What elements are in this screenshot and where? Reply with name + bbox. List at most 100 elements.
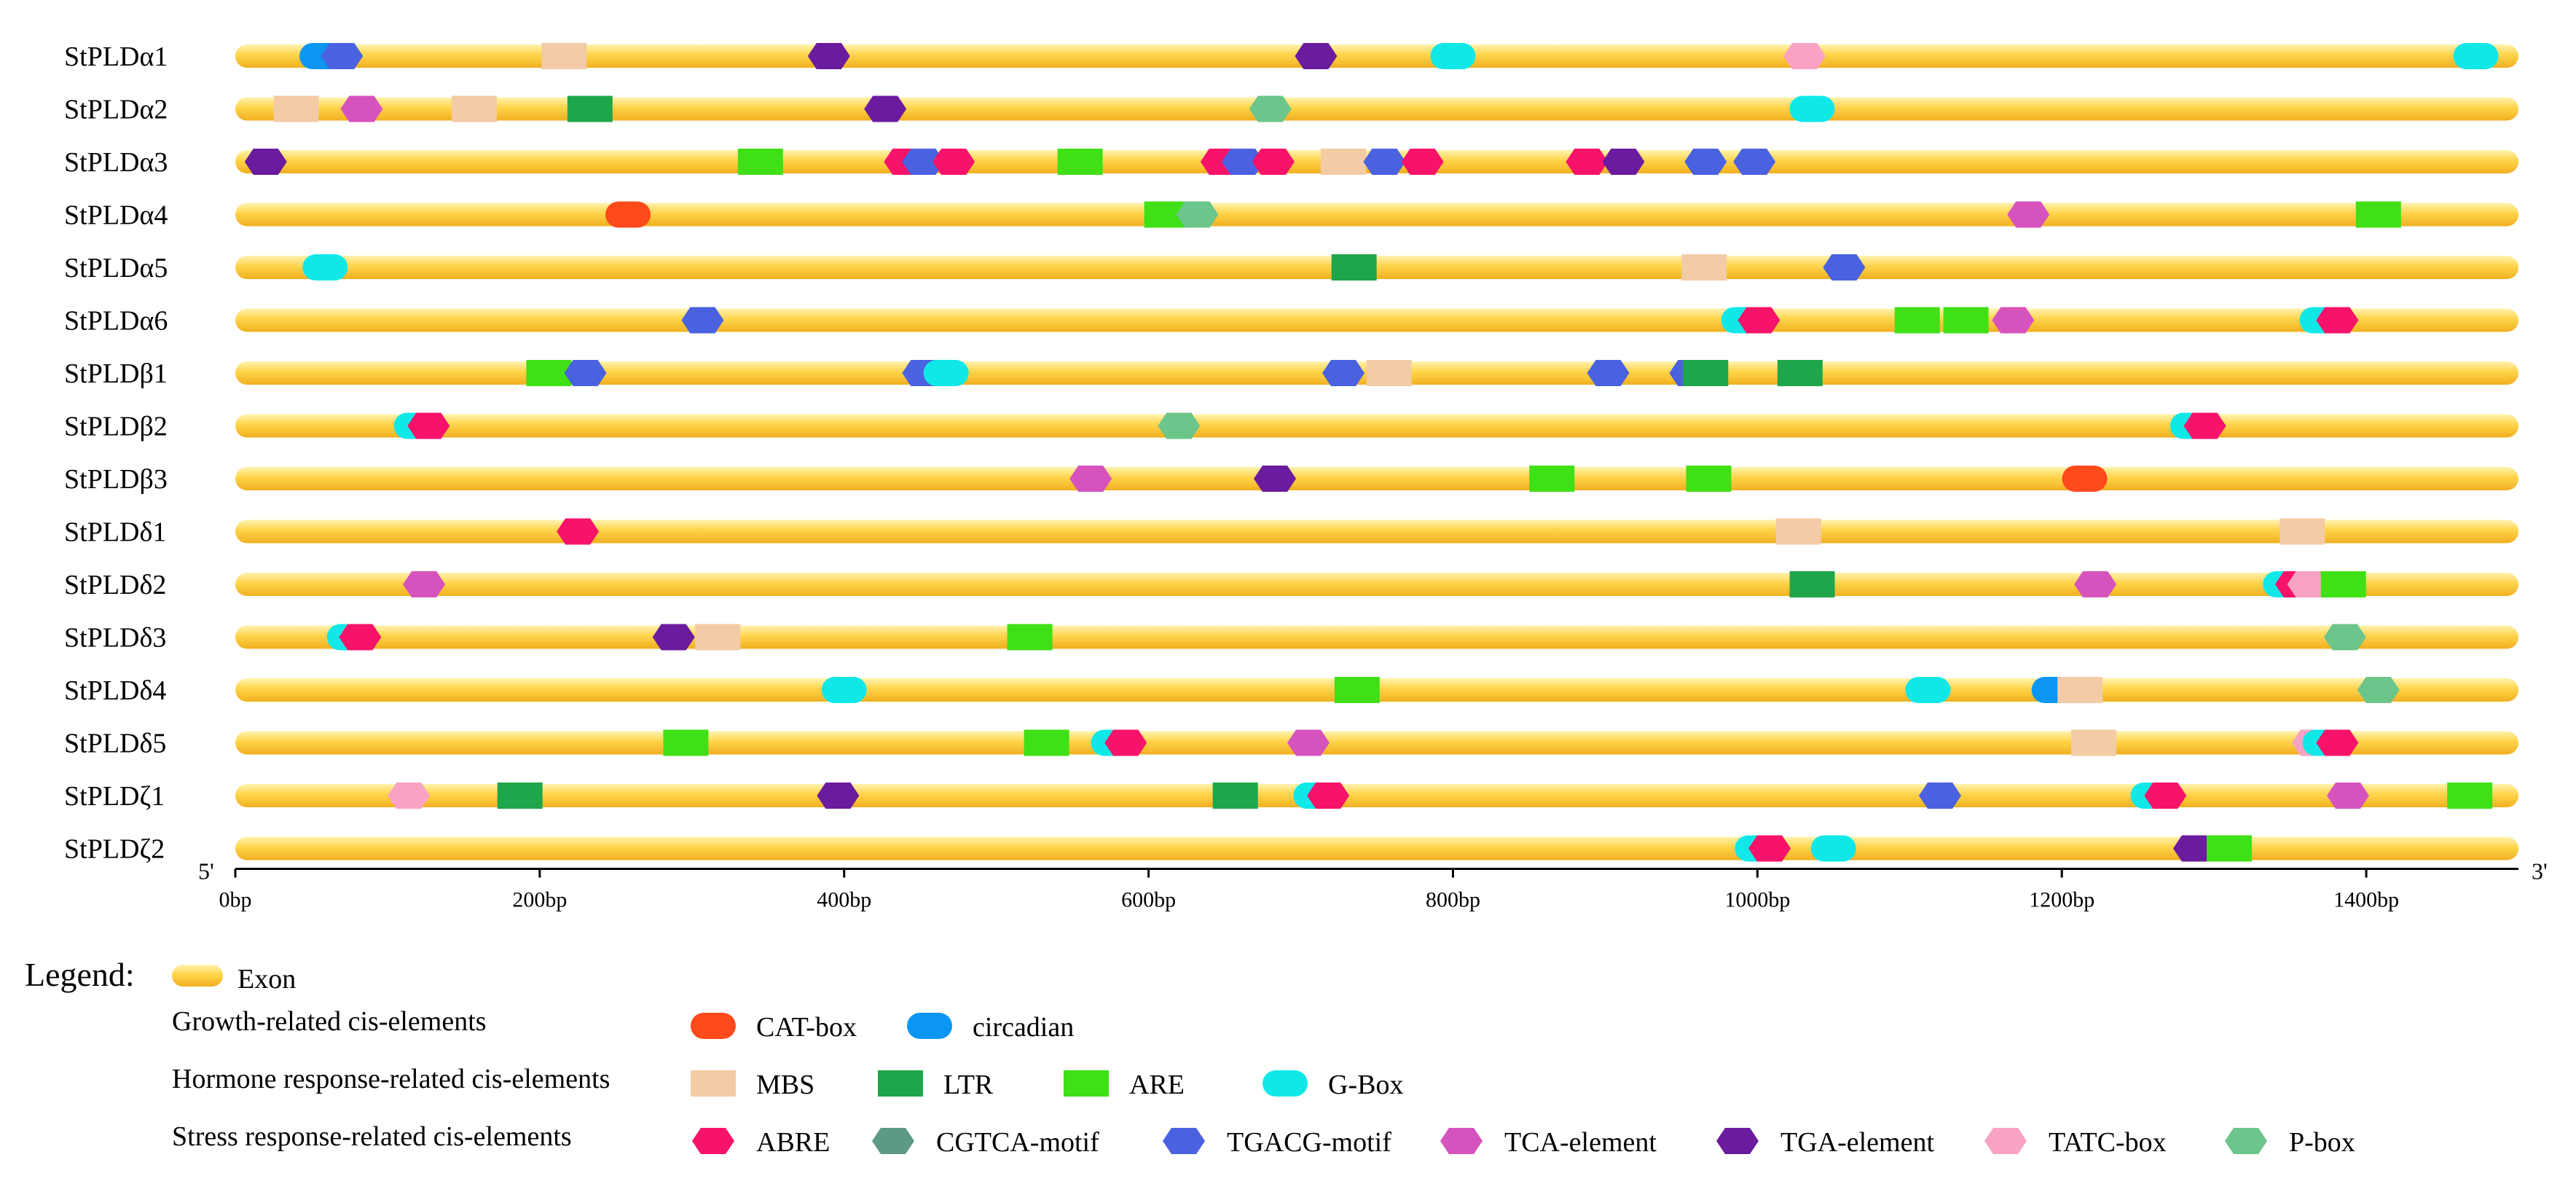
gene-label: StPLDα1 [64, 42, 168, 72]
gene-row: StPLDδ1 [64, 517, 2518, 548]
legend-tatc-box-swatch [1984, 1128, 2027, 1154]
exon-bar [235, 467, 2518, 490]
gene-label: StPLDδ1 [64, 517, 166, 548]
exon-bar [235, 519, 2518, 544]
gene-label: StPLDα2 [64, 95, 168, 125]
tgacg-motif-marker [1363, 149, 1406, 175]
exon-bar [235, 44, 2518, 68]
legend-exon-swatch [172, 965, 223, 987]
legend-group-label: Stress response-related cis-elements [172, 1121, 572, 1152]
tga-element-marker [807, 43, 850, 69]
mbs-marker [1775, 518, 1821, 545]
gene-row: StPLDζ2 [64, 834, 2518, 865]
mbs-marker [541, 43, 587, 69]
legend-item-label: TCA-element [1504, 1127, 1657, 1158]
tatc-box-marker [388, 783, 431, 809]
are-marker [1057, 149, 1103, 175]
mbs-marker [695, 624, 741, 651]
are-marker [1686, 466, 1732, 492]
abre-marker [1566, 149, 1609, 175]
ltr-marker [1777, 360, 1823, 386]
legend-item-label: G-Box [1328, 1070, 1403, 1100]
gene-row: StPLDα1 [64, 42, 2518, 72]
mbs-marker [2071, 729, 2117, 756]
are-marker [526, 360, 572, 386]
tga-element-marker [1602, 149, 1645, 175]
gene-label: StPLDα4 [64, 200, 168, 231]
gene-row: StPLDα5 [64, 253, 2518, 283]
ltr-marker [497, 783, 543, 809]
tca-element-marker [1287, 729, 1330, 756]
g-box-marker [821, 677, 867, 703]
legend-item-label: LTR [943, 1070, 994, 1100]
abre-marker [2144, 783, 2187, 809]
abre-marker [2316, 307, 2359, 334]
gene-label: StPLDα5 [64, 253, 168, 283]
tgacg-motif-marker [1684, 149, 1727, 175]
gene-label: StPLDδ5 [64, 729, 166, 759]
exon-bar [235, 414, 2518, 438]
legend-tca-element-swatch [1440, 1128, 1483, 1154]
g-box-marker [1810, 835, 1856, 862]
g-box-marker [923, 360, 969, 386]
abre-marker [1737, 307, 1780, 334]
axis-tick-label: 1000bp [1724, 888, 1790, 912]
gene-label: StPLDβ3 [64, 464, 168, 495]
mbs-marker [1366, 360, 1412, 386]
legend-item-label: TATC-box [2049, 1127, 2167, 1158]
legend-item-label: circadian [973, 1012, 1074, 1043]
gene-label: StPLDα6 [64, 306, 168, 337]
tca-element-marker [1992, 307, 2035, 334]
gene-label: StPLDβ1 [64, 358, 168, 389]
tatc-box-marker [1783, 43, 1826, 69]
abre-marker [1748, 835, 1791, 862]
gene-row: StPLDα4 [64, 200, 2518, 231]
legend-mbs-swatch [691, 1070, 736, 1097]
exon-bar [235, 625, 2518, 649]
abre-marker [2316, 729, 2359, 756]
abre-marker [932, 149, 975, 175]
legend-item-label: CAT-box [756, 1012, 857, 1043]
abre-marker [1401, 149, 1444, 175]
legend-tgacg-motif-swatch [1163, 1128, 1205, 1154]
g-box-marker [1430, 43, 1476, 69]
tga-element-marker [2172, 835, 2215, 862]
exon-bar [235, 731, 2518, 755]
are-marker [1024, 729, 1069, 756]
legend-abre-swatch [692, 1128, 734, 1154]
axis-tick-label: 400bp [817, 888, 871, 912]
gene-row: StPLDδ5 [64, 729, 2518, 759]
p-box-marker [1176, 201, 1219, 228]
legend-group-label: Hormone response-related cis-elements [172, 1064, 610, 1094]
tca-element-marker [2007, 201, 2050, 228]
gene-row: StPLDβ2 [64, 412, 2518, 442]
legend-item-label: P-box [2289, 1127, 2355, 1158]
are-marker [1007, 624, 1053, 651]
g-box-marker [1789, 95, 1835, 122]
legend-group-label: Growth-related cis-elements [172, 1006, 487, 1037]
gene-label: StPLDζ2 [64, 834, 165, 865]
gene-label: StPLDζ1 [64, 781, 165, 812]
legend-are-swatch [1064, 1070, 1109, 1097]
tgacg-motif-marker [1733, 149, 1776, 175]
are-marker [663, 729, 709, 756]
exon-bar [235, 308, 2518, 332]
are-marker [1334, 677, 1380, 703]
legend-item-label: ARE [1129, 1070, 1185, 1100]
are-marker [2355, 201, 2401, 228]
tgacg-motif-marker [1587, 360, 1630, 386]
tga-element-marker [817, 783, 860, 809]
tga-element-marker [652, 624, 695, 651]
tgacg-motif-marker [564, 360, 607, 386]
gene-tracks: StPLDα1 StPLDα2 StPLDα3 StPLDα4 StPLDα5 StPLD… [64, 42, 2518, 865]
legend-cat-box-swatch [691, 1013, 736, 1039]
abre-marker [557, 518, 600, 545]
gene-row: StPLDβ3 [64, 464, 2518, 495]
gene-row: StPLDζ1 [64, 781, 2518, 812]
axis-tick-label: 0bp [219, 888, 252, 912]
are-marker [2320, 571, 2366, 597]
legend-item-label: TGA-element [1780, 1127, 1934, 1158]
tgacg-motif-marker [681, 307, 724, 334]
ltr-marker [1212, 783, 1258, 809]
legend-title: Legend: [25, 956, 135, 993]
